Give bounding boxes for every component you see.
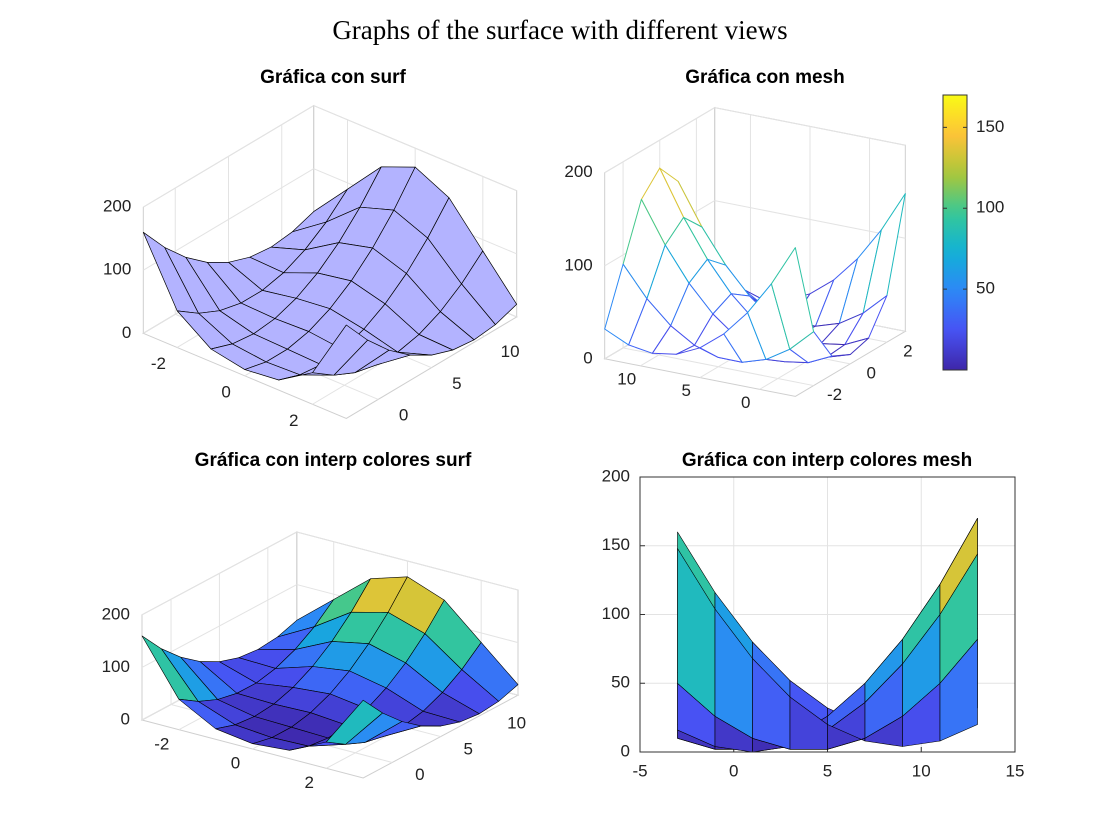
plot-title: Gráfica con mesh bbox=[685, 67, 844, 88]
y-tick-label: 0 bbox=[741, 393, 750, 412]
x-tick-label: 0 bbox=[729, 761, 738, 780]
x-tick-label: -2 bbox=[827, 385, 842, 404]
y-tick-label: 100 bbox=[602, 604, 630, 623]
z-tick-label: 100 bbox=[102, 657, 130, 676]
x-tick-label: -2 bbox=[151, 354, 166, 373]
surface-patch bbox=[325, 699, 383, 745]
grid-line bbox=[313, 105, 517, 192]
x-tick-label: 0 bbox=[231, 754, 240, 773]
z-tick-label: 200 bbox=[103, 197, 131, 216]
y-tick-label: 5 bbox=[463, 739, 472, 758]
y-tick-label: 0 bbox=[621, 741, 630, 760]
colorbar bbox=[942, 94, 968, 371]
x-tick-label: 0 bbox=[221, 383, 230, 402]
y-tick-label: 10 bbox=[617, 369, 636, 388]
x-tick-label: 10 bbox=[912, 761, 931, 780]
z-tick-label: 200 bbox=[564, 162, 592, 181]
z-tick-label: 0 bbox=[121, 709, 130, 728]
surface-patch bbox=[312, 324, 368, 376]
y-tick-label: 0 bbox=[399, 406, 408, 425]
y-tick-label: 200 bbox=[602, 466, 630, 485]
plot-title: Gráfica con interp colores mesh bbox=[682, 450, 972, 471]
z-tick-label: 0 bbox=[122, 323, 131, 342]
y-tick-label: 10 bbox=[501, 342, 520, 361]
surface-patch bbox=[770, 247, 815, 350]
z-tick-label: 200 bbox=[102, 604, 130, 623]
grid-line bbox=[714, 200, 906, 239]
x-tick-label: 2 bbox=[289, 411, 298, 430]
y-tick-label: 150 bbox=[602, 535, 630, 554]
x-tick-label: 2 bbox=[903, 342, 912, 361]
x-tick-label: 2 bbox=[305, 773, 314, 792]
x-tick-label: 5 bbox=[823, 761, 832, 780]
grid-line bbox=[604, 107, 715, 174]
colorbar-tick-label: 50 bbox=[976, 279, 995, 298]
z-tick-label: 100 bbox=[103, 260, 131, 279]
grid-line bbox=[143, 105, 314, 208]
plot-title: Gráfica con surf bbox=[260, 67, 406, 88]
grid-line bbox=[714, 107, 906, 146]
y-tick-label: 5 bbox=[452, 374, 461, 393]
x-tick-label: -2 bbox=[154, 734, 169, 753]
x-tick-label: -5 bbox=[632, 761, 647, 780]
x-tick-label: 0 bbox=[866, 363, 875, 382]
surface-patch bbox=[939, 638, 978, 742]
plot-title: Gráfica con interp colores surf bbox=[195, 450, 472, 471]
y-tick-label: 50 bbox=[611, 673, 630, 692]
y-tick-label: 0 bbox=[415, 765, 424, 784]
figure-title: Graphs of the surface with different vie… bbox=[332, 15, 787, 45]
y-tick-label: 10 bbox=[507, 713, 526, 732]
grid-line bbox=[141, 531, 298, 616]
colorbar-tick-label: 100 bbox=[976, 198, 1004, 217]
x-tick-label: 15 bbox=[1006, 761, 1025, 780]
grid-line bbox=[296, 531, 519, 591]
y-tick-label: 5 bbox=[682, 381, 691, 400]
z-tick-label: 0 bbox=[583, 348, 592, 367]
z-tick-label: 100 bbox=[564, 255, 592, 274]
colorbar-tick-label: 150 bbox=[976, 117, 1004, 136]
axes-box bbox=[639, 476, 1016, 753]
